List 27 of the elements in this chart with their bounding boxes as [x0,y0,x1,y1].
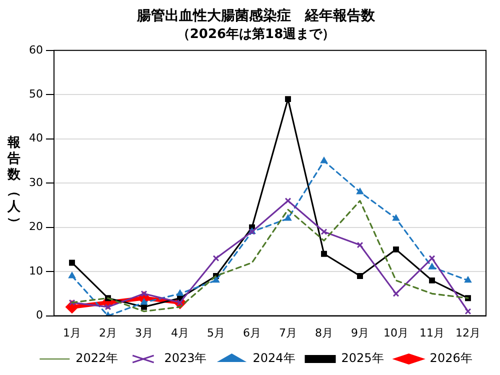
legend-label: 2026年 [430,351,472,366]
x-tick-label: 8月 [315,326,333,340]
chart-title: 腸管出血性大腸菌感染症 経年報告数 [136,7,376,24]
legend-label: 2024年 [252,351,296,366]
y-tick-label: 0 [36,308,43,322]
chart-subtitle: （2026年は第18週まで） [176,26,336,42]
y-tick-label: 50 [28,87,43,100]
x-tick-label: 9月 [351,326,369,340]
x-tick-label: 6月 [243,326,261,340]
legend-label: 2025年 [341,351,384,366]
y-tick-label: 40 [28,132,43,145]
x-tick-label: 5月 [207,326,225,340]
x-tick-label: 1月 [62,326,81,340]
legend-label: 2023年 [164,351,207,366]
x-tick-label: 12月 [456,326,480,340]
y-tick-label: 60 [28,43,43,56]
x-tick-label: 2月 [98,326,117,340]
y-axis-title: 報告数（人） [6,135,22,230]
x-tick-label: 7月 [279,326,297,340]
y-tick-label: 20 [28,220,43,234]
y-tick-label: 30 [28,176,43,189]
x-tick-label: 3月 [135,326,153,340]
x-tick-label: 11月 [420,326,444,340]
legend-label: 2022年 [76,351,118,366]
x-tick-label: 10月 [384,326,408,340]
x-tick-label: 4月 [171,326,189,340]
y-tick-label: 10 [28,264,43,278]
